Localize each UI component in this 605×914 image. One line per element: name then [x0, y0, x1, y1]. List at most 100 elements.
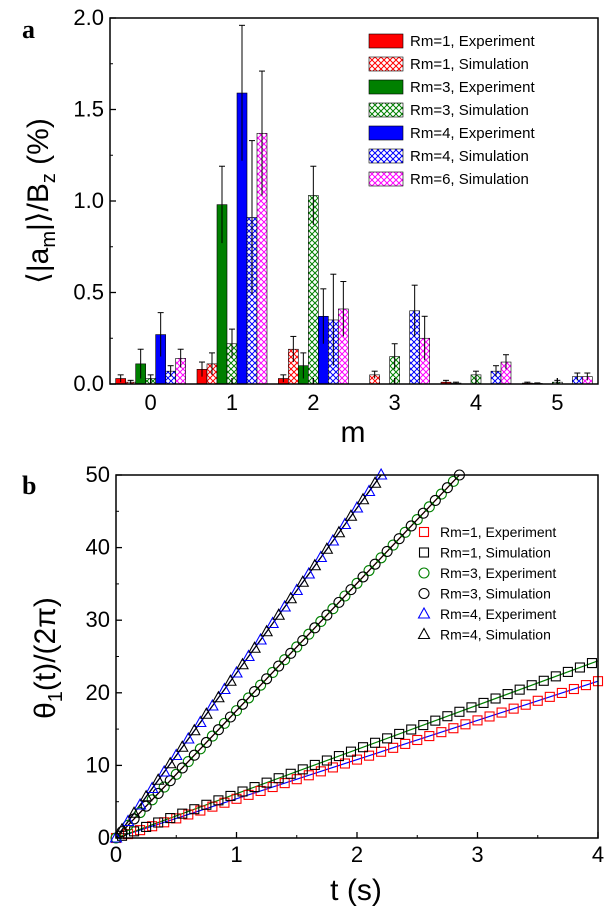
marker-rm-4-simulation-5	[175, 740, 189, 752]
x-tick-label-2: 2	[351, 842, 363, 867]
marker-rm-1-simulation-14	[285, 768, 296, 779]
y-tick-label-0-5: 0.5	[73, 280, 104, 305]
marker-rm-4-experiment-15	[290, 583, 304, 596]
marker-rm-4-experiment-1	[121, 814, 135, 827]
marker-rm-1-simulation-6	[189, 804, 200, 815]
marker-rm-3-experiment-12	[255, 679, 267, 691]
marker-rm-3-experiment-18	[327, 603, 339, 615]
y-tick-label-0-0: 0.0	[73, 371, 104, 396]
marker-rm-3-simulation-27	[441, 482, 453, 494]
marker-rm-4-simulation-6	[187, 723, 201, 736]
marker-rm-1-experiment-16	[303, 770, 314, 781]
marker-rm-4-experiment-0	[109, 830, 123, 843]
marker-rm-1-simulation-23	[394, 728, 405, 739]
marker-rm-3-experiment-7	[194, 743, 206, 755]
marker-rm-1-experiment-7	[195, 805, 206, 816]
marker-rm-3-experiment-27	[435, 488, 447, 500]
legend-swatch-rm-3-experiment	[368, 79, 404, 95]
marker-rm-1-simulation-15	[297, 764, 308, 775]
legend-marker-rm-3-simulation	[418, 587, 430, 600]
marker-rm-4-simulation-14	[284, 591, 298, 604]
marker-rm-1-experiment-34	[520, 699, 531, 710]
legend-marker-rm-4-experiment	[417, 606, 431, 619]
marker-rm-3-experiment-21	[363, 564, 375, 577]
marker-rm-1-experiment-21	[363, 750, 375, 761]
marker-rm-4-simulation-12	[260, 624, 274, 637]
legend-label-rm-1-simulation: Rm=1, Simulation	[410, 56, 529, 73]
marker-rm-3-simulation-26	[429, 494, 441, 507]
x-tick-label-4: 4	[592, 842, 604, 867]
marker-rm-1-experiment-20	[351, 754, 363, 765]
marker-rm-1-simulation-39	[586, 658, 598, 669]
marker-rm-4-experiment-22	[374, 467, 388, 480]
marker-rm-4-experiment-12	[254, 632, 268, 645]
marker-rm-1-simulation-22	[382, 733, 393, 744]
marker-rm-3-experiment-13	[267, 666, 279, 678]
marker-rm-4-simulation-3	[151, 773, 165, 785]
marker-rm-4-experiment-2	[133, 797, 147, 810]
marker-rm-1-experiment-39	[580, 680, 592, 691]
marker-rm-1-experiment-23	[388, 742, 399, 753]
marker-rm-3-simulation-12	[261, 673, 273, 685]
marker-rm-1-simulation-33	[514, 684, 525, 695]
marker-rm-4-experiment-7	[193, 715, 207, 728]
marker-rm-4-simulation-19	[344, 509, 358, 521]
legend-swatch-rm-1-experiment	[368, 33, 404, 49]
marker-rm-3-simulation-18	[333, 596, 345, 608]
marker-rm-3-simulation-0	[116, 826, 128, 838]
x-tick-label-4: 4	[470, 390, 482, 415]
marker-rm-3-simulation-9	[224, 711, 237, 723]
marker-rm-3-simulation-8	[212, 724, 224, 736]
x-tick-label-1: 1	[230, 842, 242, 867]
marker-rm-1-experiment-11	[243, 789, 254, 800]
marker-rm-4-experiment-14	[278, 599, 292, 612]
marker-rm-4-simulation-18	[332, 525, 346, 538]
legend-swatch-rm-4-simulation	[368, 148, 404, 164]
x-tick-label-0: 0	[145, 390, 157, 415]
marker-rm-4-simulation-16	[308, 558, 322, 571]
legend-label-rm-3-experiment: Rm=3, Experiment	[440, 565, 556, 581]
fit-line-rm-1-simulation	[115, 660, 599, 839]
panel-a-x-axis-title: m	[341, 416, 366, 449]
marker-rm-1-simulation-12	[261, 777, 272, 788]
legend-label-rm-6-simulation: Rm=6, Simulation	[410, 171, 529, 188]
marker-rm-4-experiment-9	[218, 682, 231, 695]
legend-swatch-rm-6-simulation	[368, 171, 404, 187]
marker-rm-3-experiment-25	[411, 514, 423, 526]
marker-rm-1-simulation-27	[442, 711, 453, 722]
marker-rm-1-simulation-32	[502, 689, 513, 700]
fit-line-rm-3-simulation	[115, 474, 460, 839]
legend-label-rm-4-experiment: Rm=4, Experiment	[410, 125, 535, 142]
marker-rm-4-experiment-8	[205, 698, 219, 711]
marker-rm-1-simulation-17	[321, 755, 332, 766]
marker-rm-3-experiment-6	[182, 756, 194, 768]
fit-line-rm-4-simulation	[115, 474, 382, 839]
marker-rm-1-simulation-11	[249, 782, 260, 793]
marker-rm-1-experiment-38	[568, 683, 579, 695]
marker-rm-4-experiment-5	[169, 748, 183, 761]
marker-rm-1-simulation-31	[490, 693, 501, 704]
legend-label-rm-3-simulation: Rm=3, Simulation	[440, 586, 551, 602]
marker-rm-1-simulation-24	[406, 724, 417, 735]
marker-rm-4-simulation-2	[139, 789, 153, 802]
marker-rm-4-simulation-0	[115, 822, 129, 835]
marker-rm-1-experiment-25	[412, 734, 423, 746]
marker-rm-1-simulation-1	[129, 826, 140, 837]
marker-rm-3-simulation-11	[249, 685, 261, 698]
marker-rm-1-simulation-35	[538, 675, 549, 686]
marker-rm-1-simulation-28	[454, 706, 465, 717]
marker-rm-1-experiment-24	[400, 738, 411, 749]
panel-b-legend: Rm=1, Experiment Rm=1, Simulation Rm=3, Ex…	[417, 524, 556, 643]
marker-rm-1-simulation-4	[165, 813, 176, 824]
legend-swatch-rm-4-experiment	[368, 125, 404, 141]
marker-rm-3-simulation-10	[236, 698, 249, 710]
panel-a-ticks: 0 1 2 3 4 5 0.0 0.5 1.0 1.5 2.0	[73, 5, 563, 415]
marker-rm-1-experiment-2	[135, 825, 146, 836]
marker-rm-1-experiment-33	[508, 703, 519, 714]
marker-rm-1-experiment-19	[339, 758, 351, 769]
legend-label-rm-3-simulation: Rm=3, Simulation	[410, 102, 529, 119]
marker-rm-1-simulation-34	[526, 680, 537, 691]
marker-rm-4-simulation-7	[199, 707, 213, 719]
marker-rm-1-simulation-25	[418, 720, 429, 731]
